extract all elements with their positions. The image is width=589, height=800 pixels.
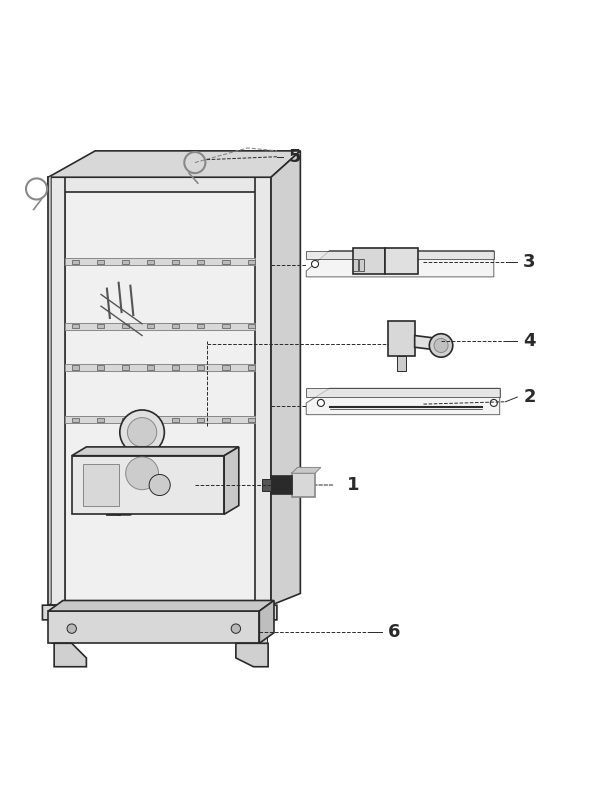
- Bar: [197, 418, 204, 422]
- Bar: [271, 476, 292, 494]
- Bar: [172, 366, 179, 370]
- Bar: [97, 260, 104, 264]
- Polygon shape: [306, 388, 499, 397]
- Bar: [197, 324, 204, 329]
- Polygon shape: [247, 605, 277, 620]
- Bar: [247, 366, 254, 370]
- Polygon shape: [48, 601, 274, 611]
- Bar: [247, 260, 254, 264]
- Bar: [72, 260, 79, 264]
- Bar: [130, 432, 154, 450]
- Polygon shape: [224, 447, 239, 514]
- Bar: [122, 366, 129, 370]
- Bar: [172, 418, 179, 422]
- Polygon shape: [306, 388, 499, 414]
- Text: 3: 3: [523, 254, 535, 271]
- Polygon shape: [48, 175, 51, 605]
- Text: 4: 4: [523, 332, 535, 350]
- Bar: [72, 418, 79, 422]
- Bar: [65, 364, 254, 370]
- Circle shape: [490, 399, 497, 406]
- Polygon shape: [236, 643, 268, 666]
- Bar: [223, 324, 230, 329]
- Bar: [223, 260, 230, 264]
- Circle shape: [117, 449, 167, 498]
- Bar: [397, 356, 406, 370]
- Bar: [97, 418, 104, 422]
- Bar: [247, 324, 254, 329]
- Circle shape: [317, 399, 325, 406]
- Bar: [359, 259, 363, 271]
- Bar: [122, 418, 129, 422]
- Circle shape: [429, 334, 453, 358]
- Polygon shape: [42, 605, 72, 620]
- Bar: [197, 260, 204, 264]
- Bar: [72, 456, 224, 514]
- Bar: [262, 479, 271, 491]
- Bar: [172, 260, 179, 264]
- Polygon shape: [271, 151, 300, 605]
- Polygon shape: [415, 335, 438, 350]
- Polygon shape: [306, 250, 494, 259]
- Bar: [65, 322, 254, 330]
- Bar: [147, 260, 154, 264]
- Bar: [48, 611, 259, 643]
- Circle shape: [434, 338, 448, 353]
- Text: 1: 1: [348, 476, 360, 494]
- Polygon shape: [48, 151, 300, 178]
- Bar: [84, 465, 118, 506]
- Circle shape: [231, 624, 240, 634]
- Circle shape: [127, 418, 157, 447]
- Bar: [353, 247, 385, 274]
- Bar: [147, 366, 154, 370]
- Bar: [223, 366, 230, 370]
- Bar: [72, 366, 79, 370]
- Bar: [197, 366, 204, 370]
- Circle shape: [125, 457, 158, 490]
- Circle shape: [312, 261, 319, 267]
- Circle shape: [149, 474, 170, 495]
- Text: 6: 6: [388, 622, 401, 641]
- Bar: [247, 418, 254, 422]
- Text: 2: 2: [523, 388, 535, 406]
- Bar: [65, 258, 254, 265]
- Bar: [48, 178, 271, 192]
- Bar: [147, 324, 154, 329]
- Bar: [353, 259, 358, 271]
- Bar: [97, 324, 104, 329]
- Bar: [147, 418, 154, 422]
- Circle shape: [120, 410, 164, 454]
- Bar: [97, 366, 104, 370]
- Circle shape: [67, 624, 77, 634]
- Bar: [388, 321, 415, 356]
- Bar: [223, 418, 230, 422]
- Polygon shape: [292, 467, 321, 474]
- Polygon shape: [54, 643, 87, 666]
- Bar: [122, 324, 129, 329]
- Bar: [65, 178, 254, 605]
- Bar: [122, 260, 129, 264]
- Bar: [292, 474, 315, 497]
- Bar: [65, 417, 254, 423]
- Bar: [254, 178, 271, 605]
- Bar: [172, 324, 179, 329]
- Bar: [72, 324, 79, 329]
- Text: 5: 5: [289, 148, 301, 166]
- Bar: [256, 620, 267, 643]
- Polygon shape: [306, 250, 494, 277]
- Bar: [385, 247, 418, 274]
- Polygon shape: [72, 447, 239, 456]
- Bar: [48, 178, 65, 605]
- Bar: [51, 620, 62, 643]
- Polygon shape: [259, 601, 274, 643]
